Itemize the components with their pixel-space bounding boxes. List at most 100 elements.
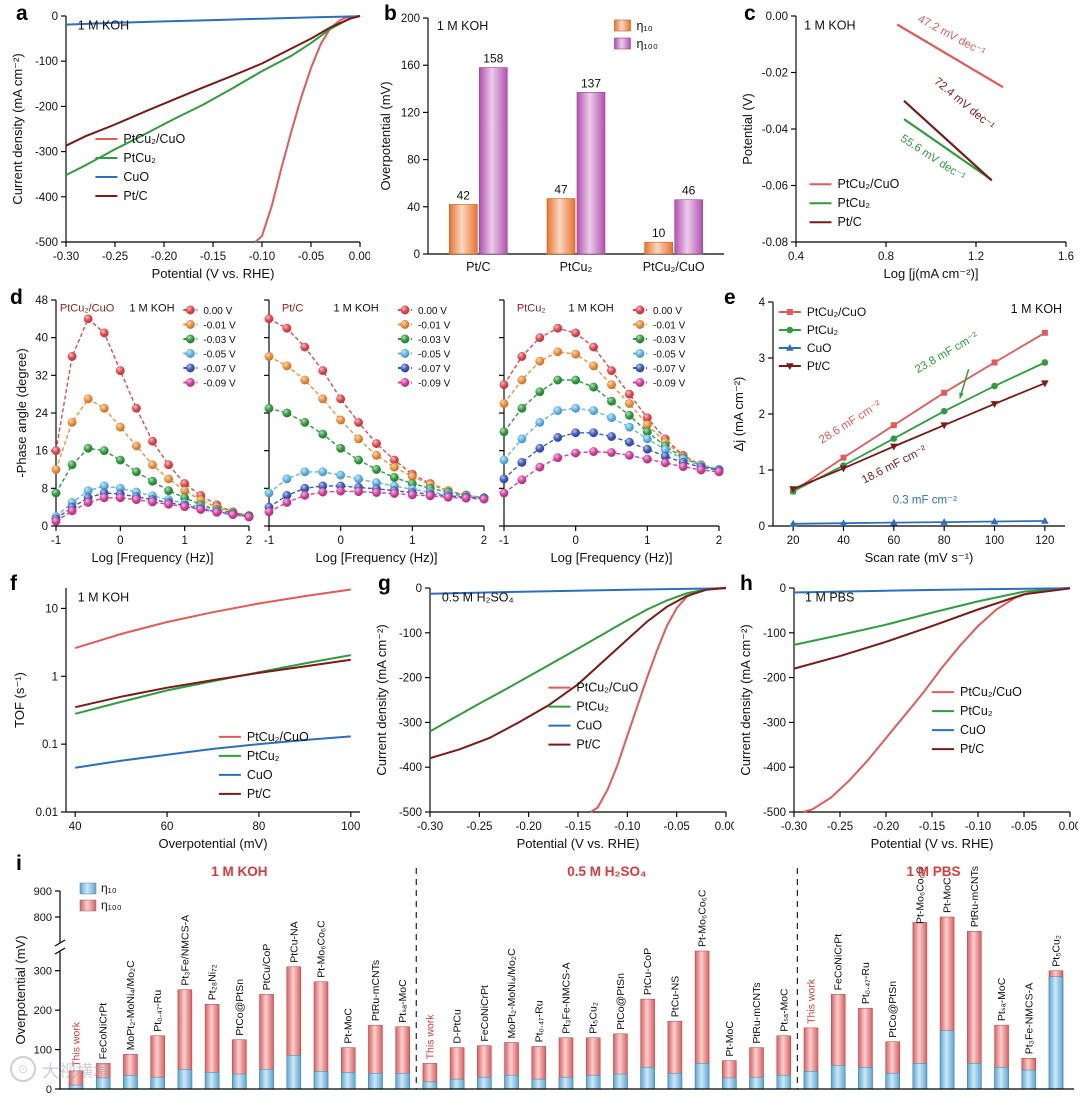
y-tick-label: 120 — [401, 107, 420, 119]
series--0.03 V — [51, 443, 254, 521]
x-tick-label: -0.10 — [614, 821, 640, 833]
legend-label: η₁₀ — [636, 19, 652, 33]
bar-label: Ptₛₐ-MoC — [397, 979, 409, 1023]
x-axis-label: Overpotential (mV) — [158, 836, 267, 851]
x-tick-label: 2 — [481, 535, 487, 547]
y-tick-label: 1 — [52, 671, 58, 683]
y-tick-label: 0 — [46, 1084, 52, 1096]
legend-label: PtCu₂ — [960, 704, 993, 718]
category-label: PtCu₂ — [560, 260, 593, 274]
x-tick-label: -0.15 — [919, 821, 945, 833]
x-tick-label: 100 — [985, 535, 1004, 547]
legend-label: -0.09 V — [203, 379, 236, 390]
x-tick-label: 120 — [1035, 535, 1054, 547]
chart-a: -0.30 -0.25 -0.20 -0.15 -0.10 -0.05 0.00 -500 -4… — [10, 11, 370, 281]
y-tick-label: -400 — [35, 192, 58, 204]
annotation: 0.5 M H₂SO₄ — [442, 590, 514, 604]
bar-label: PtCu/CoP — [261, 944, 273, 991]
x-tick-label: 2 — [716, 535, 722, 547]
y-tick-label: -500 — [35, 237, 58, 249]
y-tick-label: 4 — [759, 297, 766, 309]
x-tick-label: 0.8 — [878, 251, 894, 263]
y-tick-label: 0 — [759, 521, 765, 533]
legend: 0.00 V -0.01 V -0.03 V -0.05 V -0.07 V -0.09 … — [183, 305, 236, 390]
watermark-logo-icon: ⊙ — [10, 1056, 36, 1082]
bar-eta10 — [449, 1078, 465, 1090]
axis-break-mark — [54, 947, 66, 955]
x-tick-label: -0.20 — [516, 821, 542, 833]
bar-η₁₀₀-Pt/C — [479, 67, 508, 255]
legend-label: PtCu₂ — [247, 749, 280, 763]
legend: PtCu₂/CuO PtCu₂ CuO Pt/C — [778, 305, 866, 373]
panel-e: 20 40 60 80 100 120 0 1 2 3 4 Scan rate (mV s⁻¹) Δj … — [727, 290, 1077, 570]
x-tick-label: -0.25 — [466, 821, 492, 833]
legend: PtCu₂/CuO PtCu₂ CuO Pt/C — [95, 132, 185, 203]
y-tick-label: 3 — [759, 353, 765, 365]
bar-eta10 — [150, 1076, 165, 1090]
panel-a: -0.30 -0.25 -0.20 -0.15 -0.10 -0.05 0.00 -500 -4… — [8, 4, 370, 286]
y-axis-label: TOF (s⁻¹) — [12, 672, 27, 728]
bar-label: This work — [71, 1021, 83, 1067]
bar-eta10 — [967, 1063, 982, 1090]
axes — [264, 299, 485, 531]
panel-letter-b: b — [384, 2, 397, 25]
category-label: PtCu₂/CuO — [643, 260, 705, 274]
y-tick-label: -0.02 — [762, 68, 788, 80]
x-axis-label: Potential (V vs. RHE) — [871, 836, 994, 851]
legend: PtCu₂/CuO PtCu₂ CuO Pt/C — [218, 730, 309, 801]
legend-label: CuO — [960, 723, 986, 737]
bar-eta10 — [830, 1065, 846, 1090]
y-tick-label: -300 — [35, 147, 58, 159]
axes — [791, 15, 1067, 247]
legend-label: -0.07 V — [418, 364, 451, 375]
bar-label: Pt₅Cu₂ — [1051, 935, 1063, 967]
legend-label: -0.07 V — [203, 364, 236, 375]
y-tick-label: 0 — [42, 521, 48, 533]
bar-eta10 — [1021, 1069, 1037, 1090]
bar-label: FeCoNiCrPt — [98, 1003, 110, 1060]
legend-label: -0.05 V — [203, 350, 236, 361]
series-PtCu₂ — [74, 654, 351, 715]
x-tick-label: 20 — [787, 535, 800, 547]
legend-label: PtCu₂/CuO — [576, 681, 638, 695]
annotation: 1 M KOH — [78, 19, 129, 33]
legend-label: Pt/C — [960, 742, 984, 756]
y-axis-label: Overpotential (mV) — [13, 935, 28, 1044]
series-CuO — [789, 516, 1049, 527]
bar-eta10 — [722, 1077, 737, 1090]
legend-label: -0.01 V — [203, 321, 236, 332]
axes — [768, 301, 1065, 531]
bar-eta10 — [694, 1063, 710, 1090]
legend-swatch — [614, 19, 631, 32]
bar-eta10 — [613, 1073, 628, 1090]
x-tick-label: 0 — [572, 535, 578, 547]
legend-label: PtCu₂/CuO — [123, 132, 185, 146]
bar-η₁₀-PtCu₂/CuO — [644, 241, 673, 255]
bar-eta10 — [286, 1055, 302, 1090]
bar-eta10 — [885, 1072, 900, 1090]
bar-label: PtRu-mCNTs — [370, 960, 382, 1021]
bar-label: Pt₀.₄₇-Ru — [152, 990, 164, 1032]
bars — [449, 67, 703, 255]
bar-label: Pt-MoC — [343, 1008, 355, 1044]
panel-d3: -1 0 1 2 Log [Frequency (Hz)] 0.00 V -0.01 V -0… — [490, 290, 725, 570]
x-tick-label: 0.00 — [1059, 821, 1078, 833]
axes — [51, 299, 250, 531]
annotation: 1 M KOH — [804, 19, 855, 33]
x-tick-label: 2 — [246, 535, 252, 547]
annotation: 18.6 mF cm⁻² — [860, 444, 929, 487]
y-axis-label: Current density (mA cm⁻²) — [374, 624, 389, 775]
axes — [789, 587, 1071, 817]
series-CuO — [793, 587, 1071, 594]
x-tick-label: -0.15 — [565, 821, 591, 833]
y-tick-label: -0.08 — [762, 237, 788, 249]
bar-eta10 — [204, 1072, 220, 1090]
chart-i: This work FeCoNiCrPt MoPt₂-MoNi₄/Mo₂C Pt₀.₄… — [13, 864, 1074, 1096]
legend-label: Pt/C — [123, 189, 147, 203]
bar-eta10 — [368, 1072, 383, 1090]
bar-eta10 — [912, 1063, 928, 1090]
bar-η₁₀-PtCu₂ — [546, 198, 576, 255]
bar-label: Pt-Mo₆Co₆C — [697, 889, 709, 947]
x-tick-label: 100 — [341, 821, 360, 833]
bar-label: FeCoNiCrPt — [833, 934, 845, 991]
